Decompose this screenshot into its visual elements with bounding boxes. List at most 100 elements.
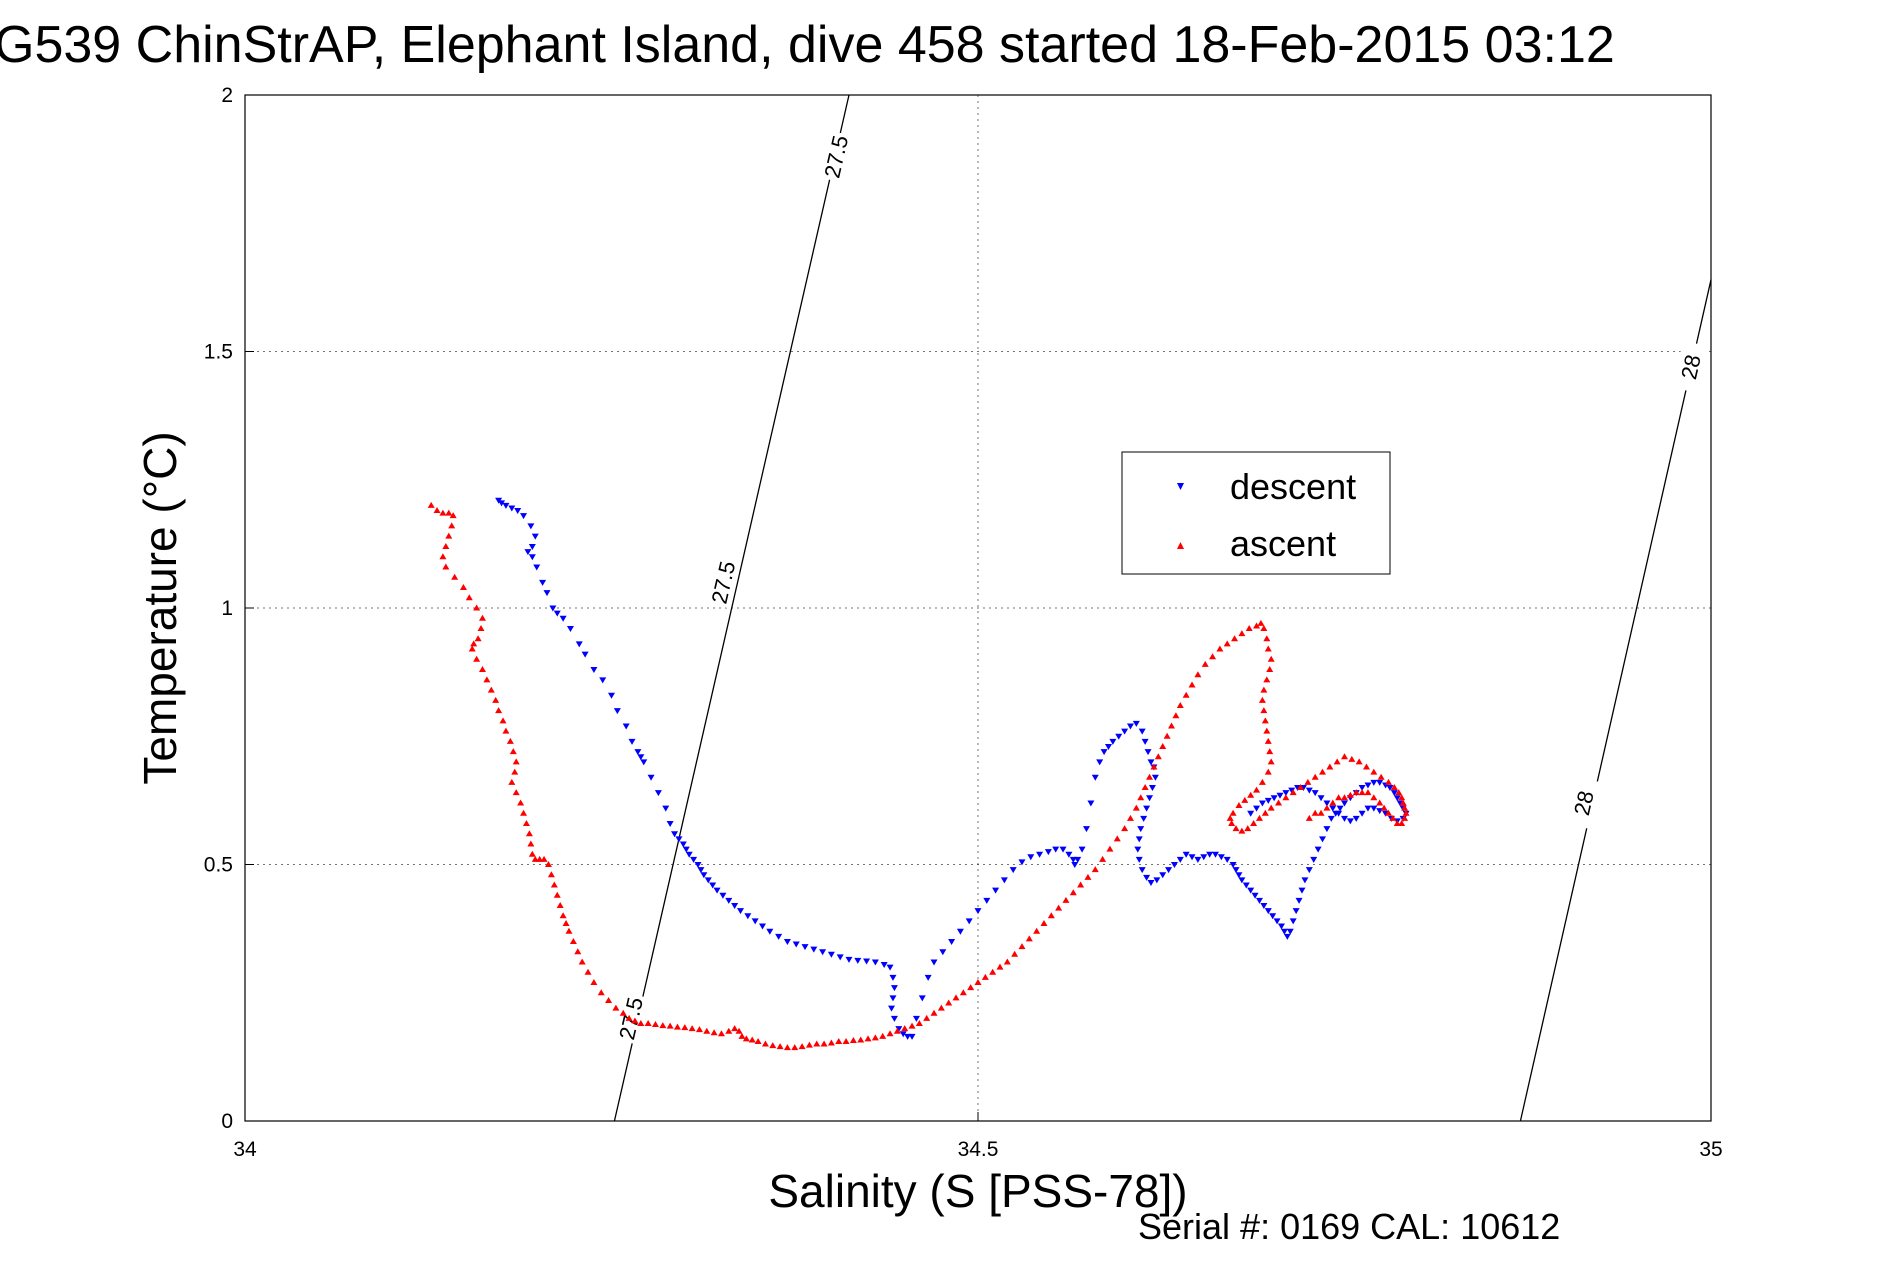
- descent-point: [1148, 785, 1156, 792]
- ascent-point: [625, 1014, 633, 1021]
- ascent-point: [1319, 768, 1327, 775]
- descent-point: [1282, 790, 1290, 797]
- descent-point: [880, 962, 888, 969]
- descent-point: [520, 513, 528, 520]
- ascent-point: [1341, 753, 1348, 760]
- descent-point: [889, 995, 897, 1002]
- isopycnal-label-bg: [817, 130, 854, 183]
- ascent-point: [849, 1036, 857, 1043]
- descent-point: [533, 564, 541, 571]
- descent-point: [543, 590, 551, 597]
- ascent-point: [1399, 799, 1407, 806]
- ascent-point: [637, 1020, 645, 1027]
- ascent-point: [499, 717, 507, 724]
- descent-point: [1138, 867, 1146, 874]
- descent-point: [647, 774, 655, 781]
- descent-point: [531, 533, 539, 540]
- descent-point: [1255, 897, 1263, 904]
- ascent-point: [996, 963, 1004, 970]
- isopycnal-line: [1519, 279, 1712, 1122]
- descent-point: [1165, 867, 1173, 874]
- ascent-point: [1358, 789, 1366, 796]
- descent-point: [890, 985, 898, 992]
- descent-point: [1364, 782, 1372, 789]
- legend: descent ascent: [1121, 451, 1391, 575]
- ascent-point: [1264, 645, 1272, 652]
- ascent-point: [1216, 645, 1224, 652]
- ascent-point: [1113, 835, 1121, 842]
- ascent-point: [445, 532, 453, 539]
- descent-point: [700, 872, 708, 879]
- ascent-point: [1362, 763, 1370, 770]
- descent-point: [1194, 856, 1202, 863]
- ascent-point: [967, 984, 975, 991]
- y-tick-label: 1.5: [204, 341, 233, 364]
- ascent-point: [445, 509, 453, 516]
- ascent-point: [522, 819, 530, 826]
- descent-point: [608, 692, 615, 699]
- ascent-point: [893, 1027, 901, 1034]
- ascent-point: [1346, 791, 1354, 798]
- ascent-point: [1121, 825, 1129, 832]
- descent-point: [1370, 779, 1378, 786]
- ascent-point: [681, 1024, 689, 1031]
- descent-point: [737, 908, 745, 915]
- ascent-point: [502, 727, 510, 734]
- descent-point: [1247, 887, 1255, 894]
- ascent-point: [1370, 768, 1378, 775]
- ascent-point: [1062, 896, 1070, 903]
- descent-point: [1358, 785, 1366, 792]
- ascent-point: [508, 778, 516, 785]
- descent-point: [528, 543, 536, 550]
- descent-point: [1341, 800, 1348, 807]
- ascent-point: [1245, 625, 1253, 632]
- descent-point: [685, 851, 693, 858]
- descent-point: [956, 928, 964, 935]
- descent-point: [1069, 856, 1077, 863]
- ascent-point: [1077, 881, 1085, 888]
- descent-point: [1305, 787, 1313, 794]
- ascent-point: [754, 1037, 762, 1044]
- ascent-point: [1341, 794, 1348, 801]
- ascent-point: [492, 696, 500, 703]
- ascent-point: [644, 1020, 652, 1027]
- ascent-point: [1182, 691, 1190, 698]
- descent-point: [575, 641, 583, 648]
- descent-point: [1232, 867, 1240, 874]
- ascent-point: [1168, 722, 1176, 729]
- ascent-point: [1260, 686, 1268, 693]
- ascent-point: [1258, 778, 1266, 785]
- descent-point: [904, 1033, 912, 1040]
- descent-point: [1018, 859, 1026, 866]
- y-tick-label: 1: [221, 597, 233, 620]
- legend-label-ascent: ascent: [1230, 523, 1336, 564]
- descent-point: [1115, 733, 1123, 740]
- ascent-point: [468, 645, 476, 652]
- ascent-point: [1323, 804, 1331, 811]
- ascent-point: [531, 855, 539, 862]
- ascent-point: [710, 1029, 718, 1036]
- ascent-point: [1003, 958, 1011, 965]
- ascent-point: [901, 1025, 909, 1032]
- descent-point: [1138, 728, 1146, 735]
- descent-point: [1370, 805, 1378, 812]
- ascent-point: [908, 1022, 916, 1029]
- descent-point: [1144, 749, 1152, 756]
- ascent-point: [1255, 814, 1263, 821]
- ascent-point: [945, 999, 953, 1006]
- ascent-point: [1244, 825, 1252, 832]
- descent-point: [731, 903, 739, 910]
- descent-point: [810, 946, 818, 953]
- ascent-point: [442, 563, 450, 570]
- descent-point: [965, 918, 973, 925]
- descent-point: [671, 831, 679, 838]
- chart-title: G539 ChinStrAP, Elephant Island, dive 45…: [0, 16, 1615, 74]
- ascent-point: [473, 604, 481, 611]
- descent-point: [1310, 856, 1318, 863]
- descent-point: [1082, 826, 1090, 833]
- descent-point: [679, 841, 687, 848]
- ascent-point: [1311, 773, 1319, 780]
- descent-point: [890, 1015, 898, 1022]
- descent-point: [1292, 908, 1300, 915]
